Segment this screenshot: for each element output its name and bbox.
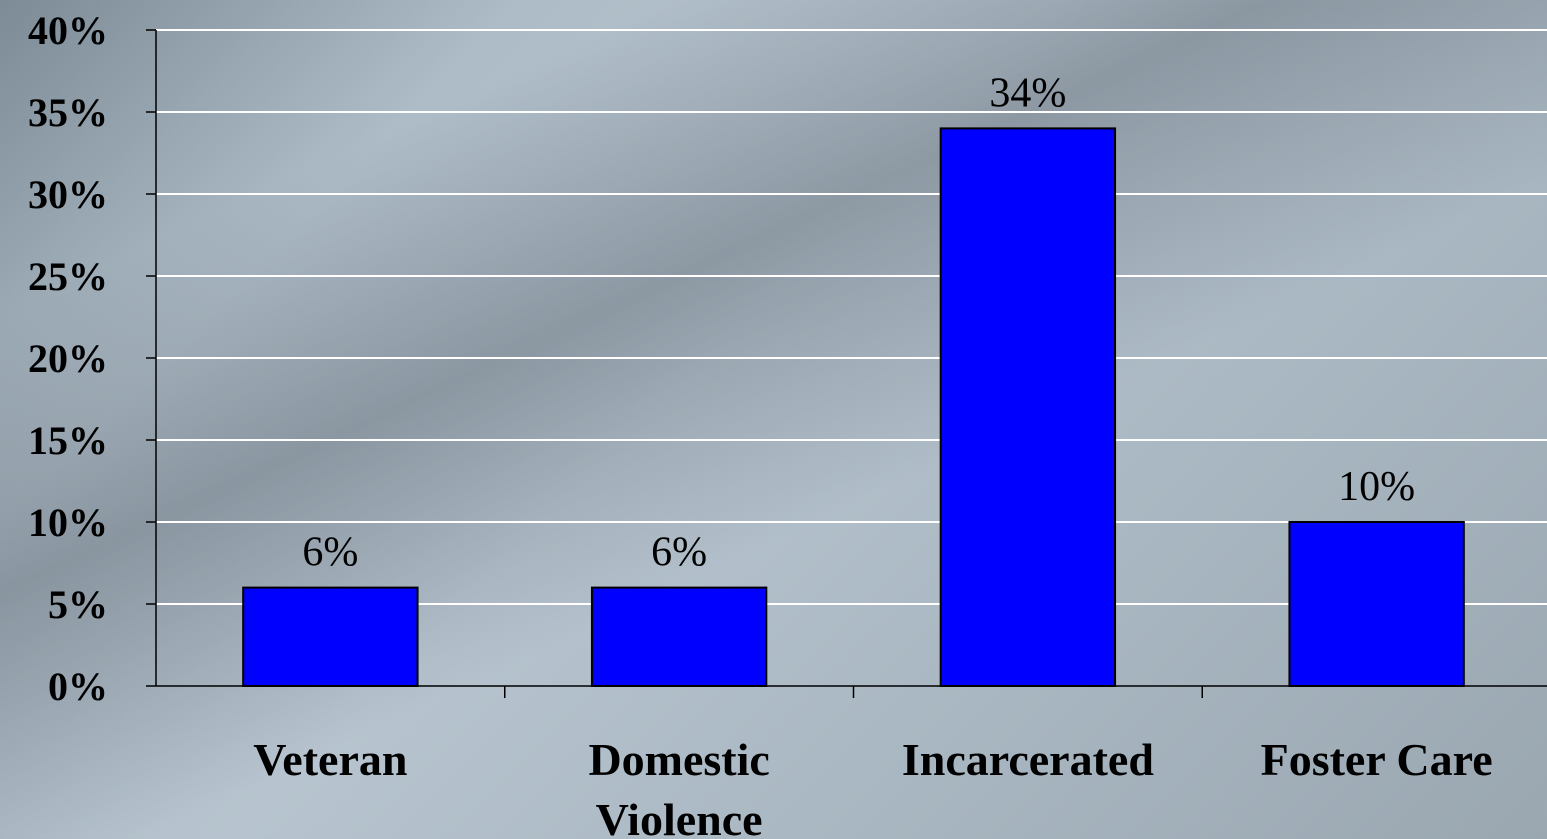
x-tick-label: Veteran bbox=[253, 734, 407, 785]
x-tick-label: Incarcerated bbox=[902, 734, 1154, 785]
data-label: 6% bbox=[302, 530, 358, 576]
gridlines bbox=[156, 29, 1547, 605]
bar-incarcerated bbox=[939, 127, 1117, 687]
y-tick-label: 30% bbox=[28, 172, 108, 217]
bar-foster-care bbox=[1288, 521, 1465, 687]
y-tick-label: 5% bbox=[48, 582, 108, 627]
bar-domestic-violence bbox=[590, 586, 768, 687]
data-label: 10% bbox=[1338, 464, 1415, 510]
x-tick-label: Foster Care bbox=[1261, 734, 1493, 785]
y-tick-label: 40% bbox=[28, 8, 108, 53]
data-label: 6% bbox=[651, 530, 707, 576]
y-tick-label: 20% bbox=[28, 336, 108, 381]
bars bbox=[242, 127, 1465, 687]
y-tick-label: 15% bbox=[28, 418, 108, 463]
labels: 0% 5% 10% 15% 20% 25% 30% 35% 40% 6% Veteran 6% Dome… bbox=[28, 8, 1493, 839]
data-label: 34% bbox=[989, 70, 1066, 116]
y-tick-label: 10% bbox=[28, 500, 108, 545]
x-tick-label: Domestic Violence bbox=[588, 734, 769, 839]
y-tick-label: 35% bbox=[28, 90, 108, 135]
bar-veteran bbox=[242, 586, 419, 687]
y-tick-label: 0% bbox=[48, 664, 108, 709]
y-tick-label: 25% bbox=[28, 254, 108, 299]
